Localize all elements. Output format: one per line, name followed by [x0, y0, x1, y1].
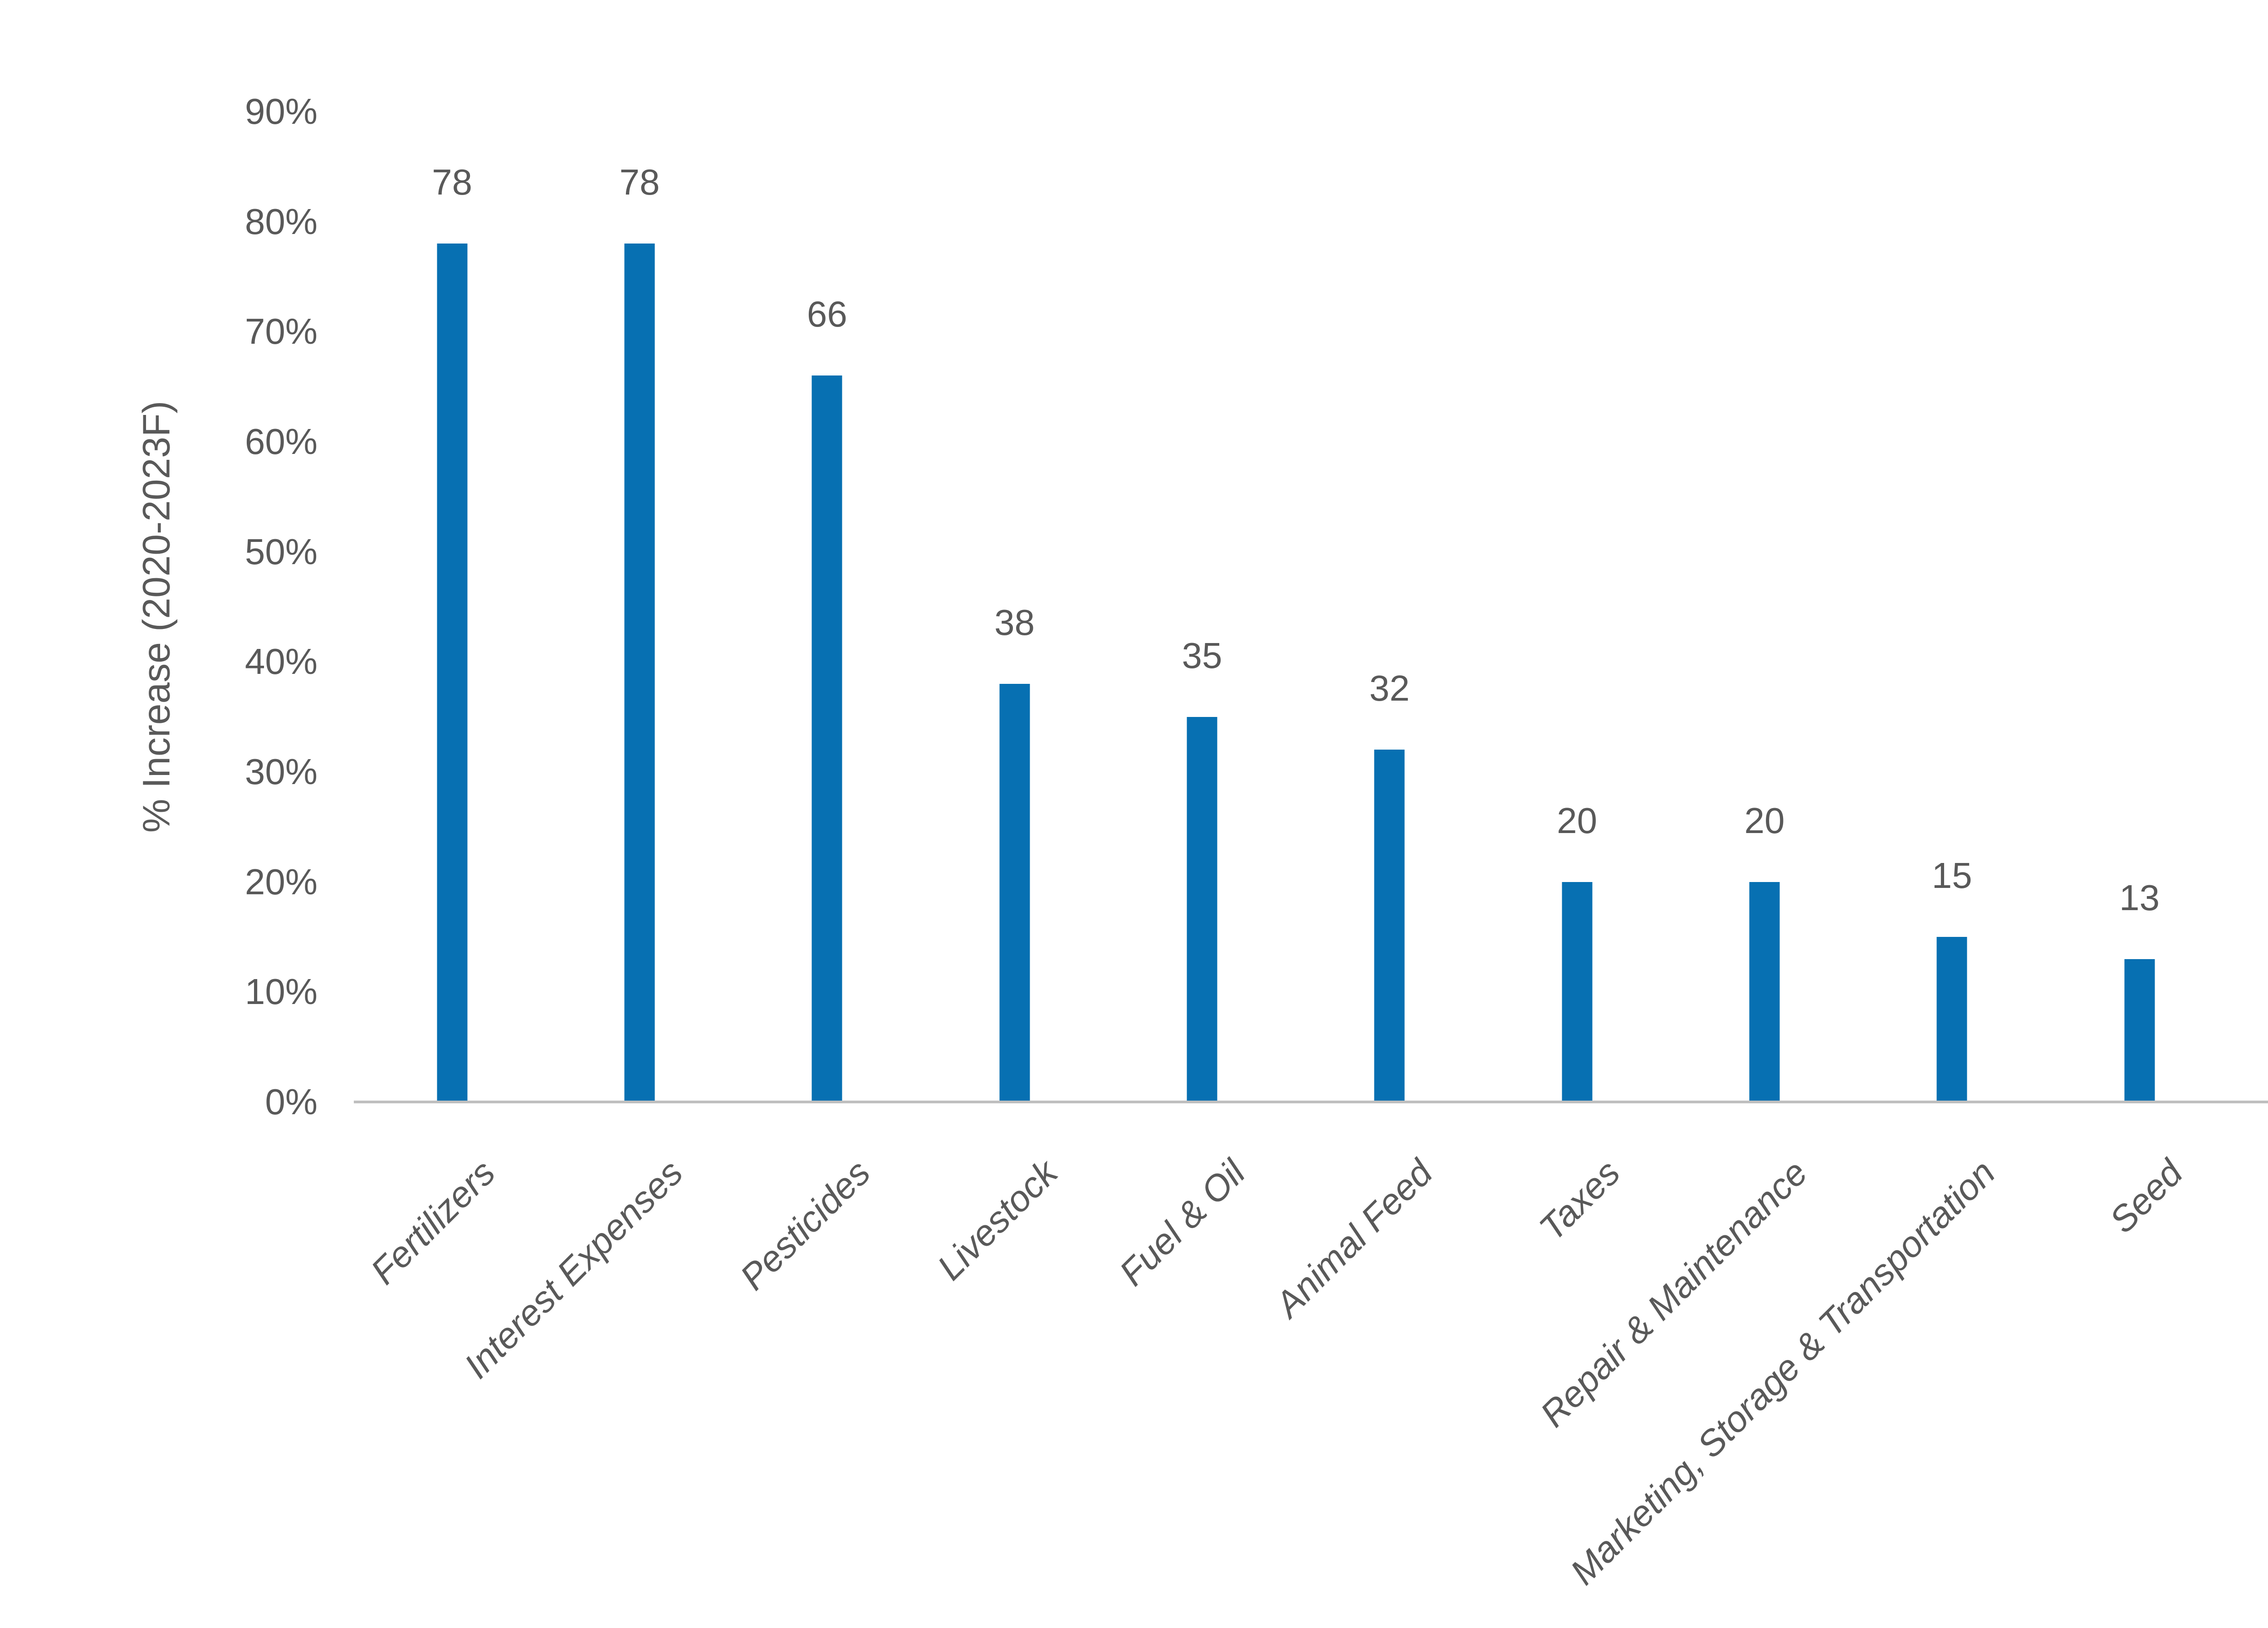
bar-slot: 12Labor — [2233, 112, 2268, 1102]
bar — [624, 244, 655, 1102]
x-category-label: Livestock — [929, 1152, 1066, 1288]
bar — [811, 375, 842, 1102]
x-axis-line — [354, 1101, 2268, 1103]
y-tick-label: 90% — [244, 91, 318, 132]
bar — [437, 244, 468, 1102]
y-tick-label: 50% — [244, 531, 318, 572]
bar-value-label: 38 — [994, 602, 1035, 643]
bar-slot: 38 Livestock — [921, 112, 1108, 1287]
bar-slot: 35 Fuel & Oil — [1108, 112, 1295, 1293]
y-tick-label: 10% — [244, 971, 318, 1012]
bar-slot: 20 Taxes — [1483, 112, 1671, 1248]
bar — [1562, 882, 1593, 1102]
bar-value-label: 35 — [1182, 635, 1222, 676]
y-tick-label: 30% — [244, 751, 318, 792]
plot-area: 78 Fertilizers 78 Interest Expenses 66 Pestic… — [354, 112, 2268, 1593]
y-tick-label: 0% — [265, 1082, 318, 1122]
bar-slot: 20 Repair & Maintenance — [1533, 112, 1858, 1434]
bar-slot: 66 Pesticides — [732, 112, 921, 1298]
bar-value-label: 32 — [1369, 668, 1410, 709]
bar — [1936, 937, 1967, 1102]
bar-value-label: 20 — [1557, 800, 1598, 841]
x-category-label: Fuel & Oil — [1111, 1152, 1253, 1293]
y-tick-label: 80% — [244, 201, 318, 242]
x-category-label: Seed — [2102, 1152, 2190, 1241]
bar — [2124, 959, 2155, 1102]
x-category-label: Marketing, Storage & Transportation — [1562, 1152, 2003, 1593]
y-tick-label: 20% — [244, 861, 318, 902]
bar-value-label: 78 — [432, 162, 473, 203]
bar-slot: 32 Animal Feed — [1267, 112, 1483, 1325]
x-category-label: Fertilizers — [363, 1152, 503, 1292]
bar-value-label: 15 — [1931, 855, 1972, 896]
y-tick-label: 40% — [244, 641, 318, 682]
bar-slot: 15 Marketing, Storage & Transportation — [1562, 112, 2046, 1593]
bar — [1374, 750, 1405, 1102]
bar-value-label: 78 — [619, 162, 660, 203]
bar-slot: 78 Fertilizers — [358, 112, 546, 1292]
y-tick-label: 70% — [244, 311, 318, 352]
bar-value-label: 20 — [1744, 800, 1785, 841]
bar-slot: 13 Seed — [2046, 112, 2233, 1241]
bar — [1749, 882, 1780, 1102]
y-tick-label: 60% — [244, 421, 318, 462]
bar — [999, 683, 1030, 1102]
x-category-label: Taxes — [1531, 1152, 1628, 1248]
bar — [1187, 717, 1217, 1102]
x-category-label: Animal Feed — [1267, 1152, 1440, 1325]
x-category-label: Pesticides — [732, 1152, 878, 1298]
bar-slot: 78 Interest Expenses — [456, 112, 733, 1386]
bar-series: 78 Fertilizers 78 Interest Expenses 66 Pestic… — [358, 112, 2268, 1593]
bar-value-label: 66 — [807, 294, 847, 335]
bar-value-label: 13 — [2119, 877, 2160, 918]
